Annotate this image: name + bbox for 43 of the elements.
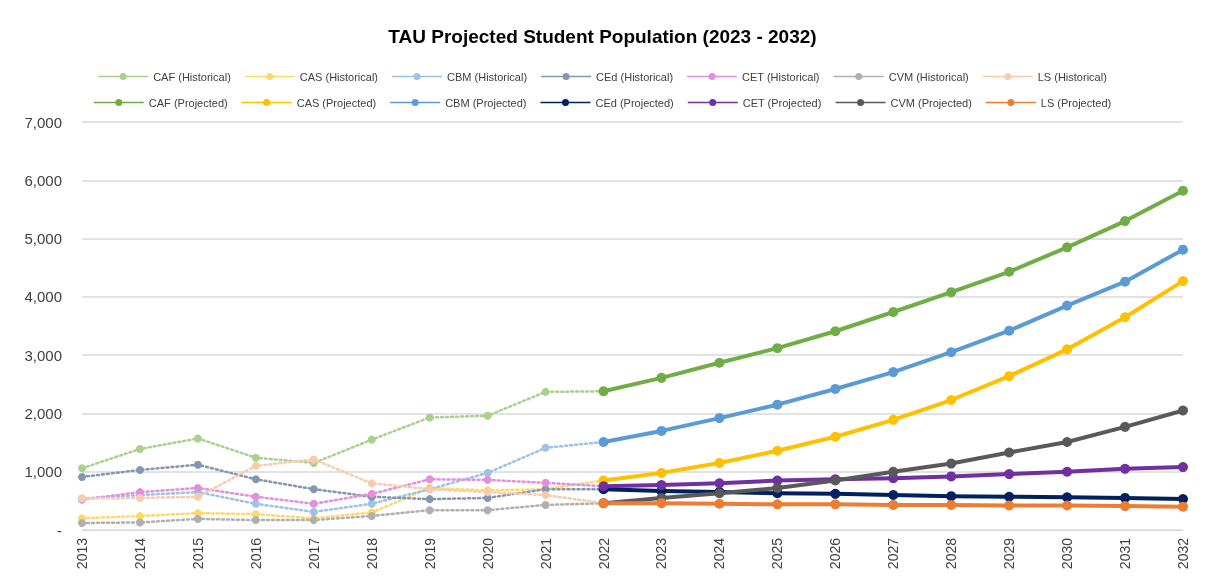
y-tick-label: - [57, 521, 62, 539]
legend-label: CBM (Projected) [445, 96, 527, 109]
x-tick-label: 2025 [769, 537, 786, 570]
x-tick-label: 2015 [189, 537, 206, 570]
legend-label: CAF (Projected) [148, 96, 228, 109]
x-tick-label: 2028 [943, 537, 960, 570]
legend-label: LS (Projected) [1040, 96, 1112, 109]
y-tick-label: 4,000 [24, 288, 62, 306]
x-tick-label: 2031 [1117, 537, 1134, 570]
y-tick-label: 5,000 [24, 230, 62, 248]
x-tick-label: 2032 [1175, 537, 1191, 570]
legend-label: CEd (Historical) [596, 70, 674, 83]
legend-label: CEd (Projected) [595, 96, 674, 109]
x-tick-label: 2016 [247, 537, 264, 570]
legend-label: CET (Projected) [742, 96, 822, 109]
x-tick-label: 2020 [479, 537, 496, 570]
y-tick-label: 1,000 [24, 463, 62, 481]
x-tick-label: 2014 [131, 537, 148, 570]
y-tick-label: 6,000 [24, 171, 62, 189]
x-tick-label: 2018 [363, 537, 380, 570]
x-tick-label: 2029 [1001, 537, 1018, 570]
x-tick-label: 2030 [1059, 537, 1076, 570]
x-tick-label: 2022 [595, 537, 612, 570]
legend-label: CBM (Historical) [447, 70, 528, 83]
legend-label: CVM (Projected) [890, 96, 972, 109]
legend-label: CAS (Projected) [296, 96, 377, 109]
chart-title: TAU Projected Student Population (2023 - 2032) [388, 26, 817, 47]
legend-label: CET (Historical) [742, 70, 820, 83]
x-tick-label: 2021 [537, 537, 554, 570]
x-tick-label: 2027 [885, 537, 902, 570]
x-tick-label: 2019 [421, 537, 438, 570]
x-tick-label: 2013 [74, 537, 90, 570]
legend-label: CAS (Historical) [299, 70, 379, 83]
legend-label: CAF (Historical) [153, 70, 231, 83]
x-tick-label: 2024 [711, 537, 728, 570]
y-tick-label: 3,000 [24, 346, 62, 364]
y-tick-label: 7,000 [24, 113, 62, 131]
legend-label: LS (Historical) [1037, 70, 1107, 83]
x-tick-label: 2017 [305, 537, 322, 570]
x-tick-label: 2023 [653, 537, 670, 570]
legend-label: CVM (Historical) [888, 70, 969, 83]
y-tick-label: 2,000 [24, 404, 62, 422]
x-tick-label: 2026 [827, 537, 844, 570]
